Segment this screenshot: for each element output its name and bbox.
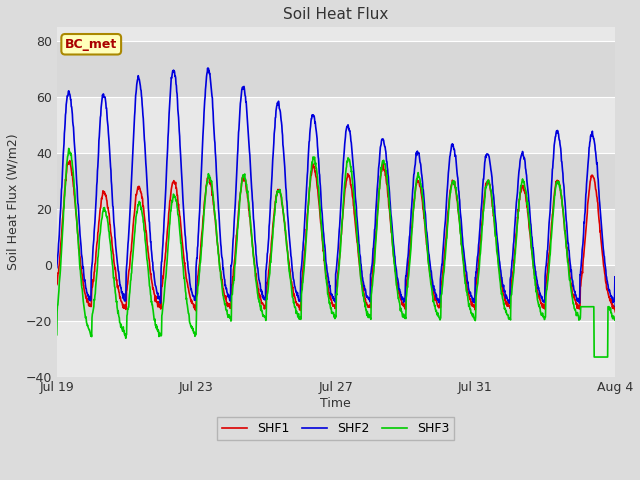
SHF1 — [70, 184, 77, 190]
Line: SHF2: SHF2 — [57, 68, 640, 308]
Bar — [57, 321, 615, 377]
SHF1 — [53, 282, 61, 288]
Bar — [57, 97, 615, 153]
SHF2 — [624, 305, 632, 311]
SHF1 — [66, 158, 74, 164]
Bar — [57, 265, 615, 321]
SHF3 — [590, 354, 598, 360]
SHF3 — [150, 317, 158, 323]
SHF2 — [184, 267, 192, 273]
SHF2 — [201, 94, 209, 100]
SHF1 — [202, 191, 209, 197]
X-axis label: Time: Time — [321, 397, 351, 410]
SHF2 — [372, 211, 380, 217]
SHF2 — [204, 65, 211, 71]
SHF3 — [70, 174, 77, 180]
SHF2 — [150, 274, 158, 280]
Legend: SHF1, SHF2, SHF3: SHF1, SHF2, SHF3 — [217, 417, 454, 440]
SHF3 — [202, 193, 209, 199]
Bar — [57, 209, 615, 265]
SHF2 — [516, 164, 524, 169]
Bar — [57, 153, 615, 209]
Title: Soil Heat Flux: Soil Heat Flux — [283, 7, 388, 22]
SHF2 — [53, 265, 61, 271]
Text: BC_met: BC_met — [65, 38, 117, 51]
Bar — [57, 41, 615, 97]
SHF1 — [628, 310, 636, 316]
SHF1 — [150, 292, 158, 298]
SHF3 — [185, 311, 193, 316]
Y-axis label: Soil Heat Flux (W/m2): Soil Heat Flux (W/m2) — [7, 133, 20, 270]
Line: SHF3: SHF3 — [57, 148, 640, 357]
SHF3 — [65, 145, 72, 151]
SHF3 — [516, 195, 524, 201]
SHF3 — [372, 241, 380, 247]
SHF1 — [516, 197, 524, 203]
SHF1 — [185, 288, 193, 293]
Line: SHF1: SHF1 — [57, 161, 640, 313]
SHF3 — [53, 332, 61, 337]
SHF1 — [372, 235, 380, 241]
SHF2 — [69, 122, 77, 128]
